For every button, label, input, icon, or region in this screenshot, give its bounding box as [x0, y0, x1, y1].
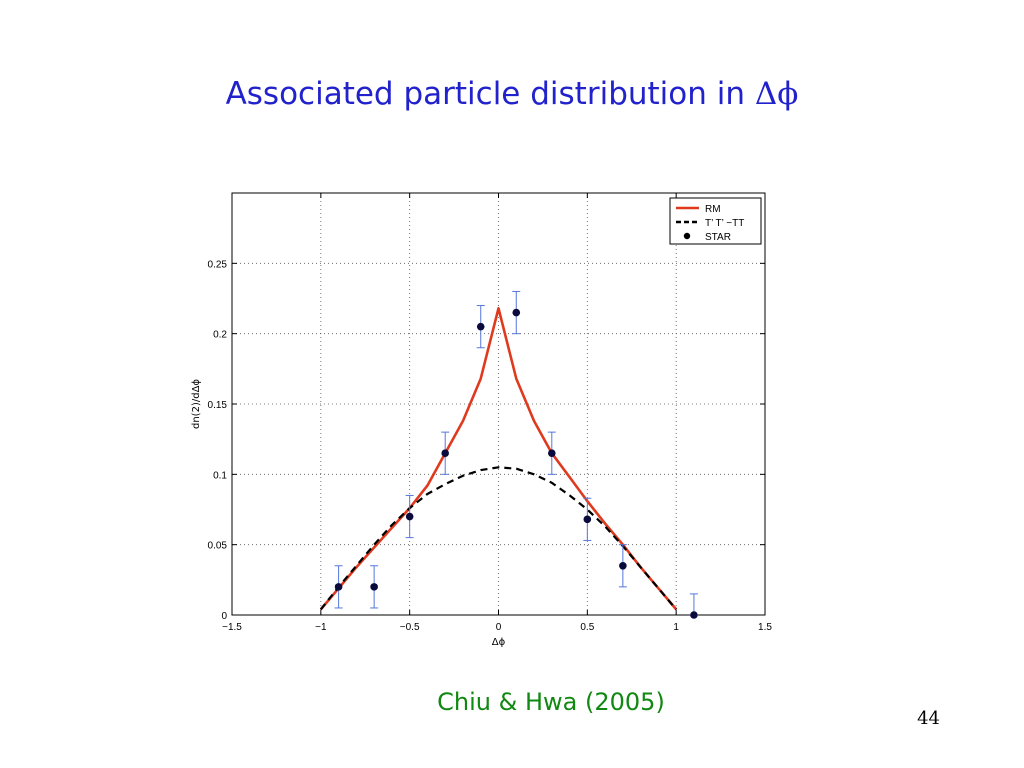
x-tick-label: 0	[496, 622, 502, 633]
star-data-point	[547, 431, 556, 475]
series-line-rm	[319, 306, 678, 611]
star-data-point	[405, 494, 414, 539]
citation: Chiu & Hwa (2005)	[437, 688, 665, 716]
star-data-point	[441, 431, 450, 475]
data-marker	[619, 561, 627, 570]
data-marker	[370, 583, 378, 591]
star-data-point	[334, 565, 343, 609]
legend-label: STAR	[705, 232, 731, 243]
legend-label: RM	[705, 204, 721, 215]
legend-item: T’ T’ −TT	[676, 218, 744, 229]
star-data-point	[583, 497, 592, 541]
star-data-point	[618, 544, 627, 588]
y-tick-label: 0.05	[208, 541, 228, 552]
slide-title-symbol: Δϕ	[754, 76, 799, 112]
x-axis-label: Δϕ	[492, 637, 506, 648]
star-data-point	[476, 305, 485, 349]
plot-area	[232, 193, 765, 615]
data-marker	[405, 512, 414, 521]
y-axis-label: dn(2)/dΔϕ	[191, 379, 202, 429]
x-tick-label: −0.5	[400, 622, 420, 633]
data-marker	[441, 449, 450, 458]
y-tick-label: 0.1	[213, 470, 227, 481]
data-marker	[548, 449, 556, 458]
x-tick-label: 1	[673, 622, 679, 633]
data-marker	[476, 322, 485, 331]
x-tick-label: −1.5	[222, 622, 242, 633]
star-data-point	[370, 565, 379, 609]
data-marker	[583, 515, 592, 524]
legend-item: RM	[676, 204, 721, 215]
series-line-tt	[319, 466, 678, 611]
slide-title-text: Associated particle distribution in	[225, 76, 755, 112]
y-tick-label: 0	[221, 611, 227, 622]
data-marker	[512, 308, 521, 317]
legend-item: STAR	[683, 232, 731, 243]
page-number: 44	[917, 708, 940, 729]
x-tick-label: 0.5	[580, 622, 594, 633]
x-tick-label: 1.5	[758, 622, 772, 633]
y-tick-label: 0.15	[208, 400, 228, 411]
legend-label: T’ T’ −TT	[705, 218, 744, 229]
y-tick-label: 0.2	[213, 330, 227, 341]
legend: RM T’ T’ −TT STAR	[669, 197, 762, 245]
x-tick-label: −1	[315, 622, 327, 633]
star-data-point	[512, 290, 521, 335]
data-marker	[690, 611, 698, 619]
star-data-point	[689, 593, 698, 619]
legend-marker	[683, 232, 691, 240]
y-tick-label: 0.25	[208, 259, 228, 270]
slide-title: Associated particle distribution in Δϕ	[0, 76, 1024, 112]
data-marker	[334, 583, 343, 591]
